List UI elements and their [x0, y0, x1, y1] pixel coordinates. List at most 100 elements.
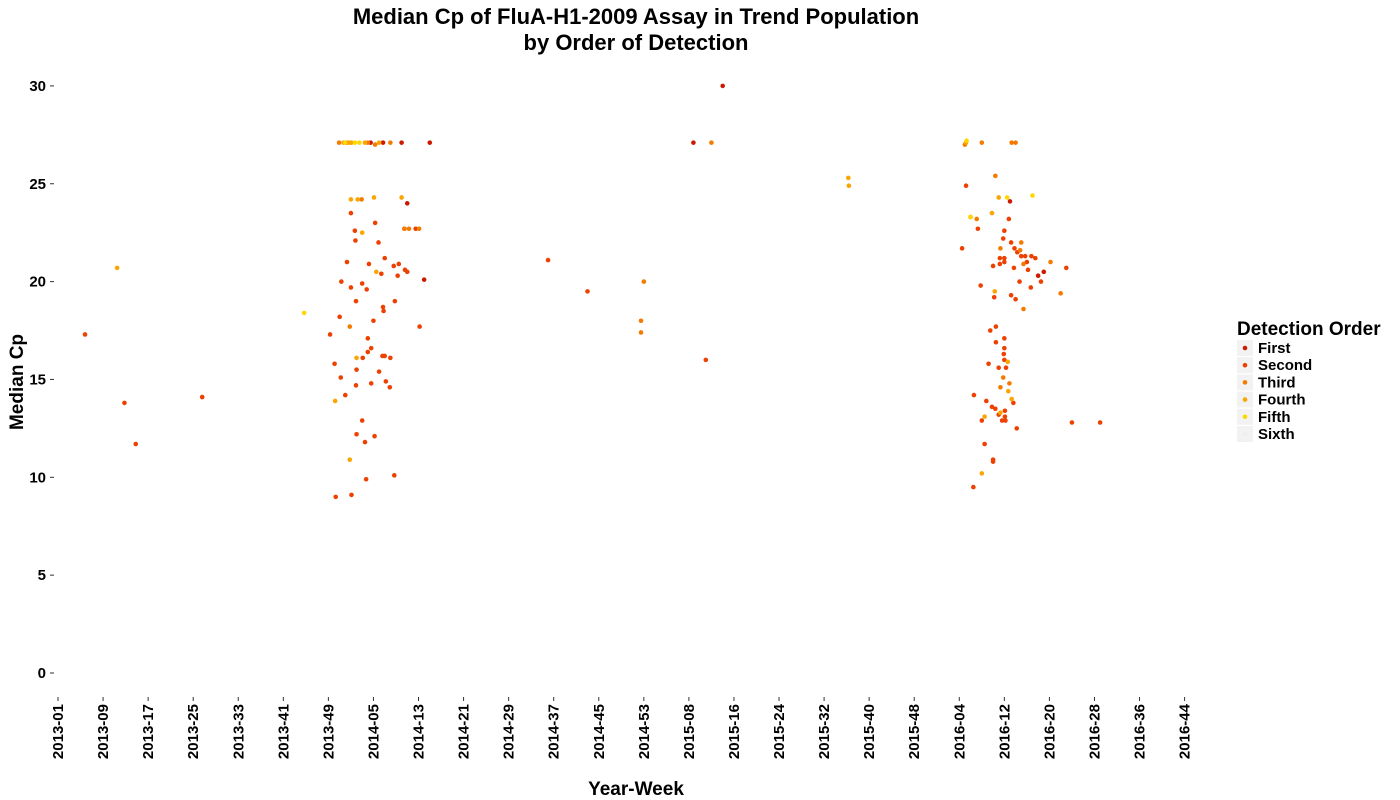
data-point [404, 269, 410, 275]
data-point [997, 261, 1003, 267]
data-point [382, 353, 388, 359]
y-axis: 0 5 10 15 20 25 30 [29, 78, 54, 682]
data-point [339, 279, 344, 284]
data-point [362, 439, 368, 445]
data-point [359, 197, 364, 202]
legend-key-symbol [1242, 397, 1248, 402]
data-point [993, 339, 999, 345]
data-point [996, 365, 1002, 371]
data-point [347, 457, 353, 462]
y-tick-label: 0 [38, 665, 46, 682]
data-point [338, 375, 344, 380]
data-point [1001, 351, 1007, 357]
data-point [382, 255, 388, 261]
legend-item-third: Third [1237, 374, 1296, 391]
plot-area [82, 83, 1103, 500]
data-point [585, 289, 590, 294]
data-point [332, 398, 338, 404]
data-point [1041, 269, 1047, 275]
data-point [1008, 292, 1014, 298]
x-tick-label: 2014-05 [365, 704, 382, 759]
data-point [368, 381, 374, 386]
data-point [1097, 420, 1103, 425]
data-point [380, 140, 386, 145]
data-point [348, 197, 354, 202]
data-point [363, 476, 369, 482]
data-point [1024, 259, 1030, 265]
legend-key-symbol [1242, 362, 1248, 368]
data-point [342, 140, 348, 145]
data-point [1021, 261, 1026, 267]
data-point [998, 246, 1003, 251]
series-third [336, 140, 1063, 390]
data-point [376, 140, 382, 145]
x-tick-label: 2014-37 [546, 704, 563, 759]
data-point [332, 361, 337, 367]
x-tick-label: 2015-32 [816, 704, 833, 759]
data-point [996, 195, 1002, 200]
data-point [353, 383, 359, 388]
data-point [388, 355, 393, 361]
data-point [421, 277, 427, 282]
data-point [979, 471, 985, 476]
y-axis-title: Median Cp [7, 334, 28, 430]
data-point [1002, 336, 1007, 341]
x-tick-label: 2016-04 [951, 703, 968, 759]
x-tick-label: 2014-21 [456, 704, 473, 759]
legend-label: Sixth [1258, 426, 1295, 443]
data-point [999, 418, 1005, 423]
data-point [348, 210, 354, 216]
x-tick-label: 2016-36 [1132, 704, 1149, 759]
data-point [388, 140, 393, 145]
data-point [337, 314, 342, 320]
x-tick-label: 2015-16 [726, 704, 743, 759]
legend: Detection Order FirstSecondThirdFourthFi… [1237, 319, 1381, 443]
data-point [709, 140, 714, 145]
x-tick-label: 2015-40 [861, 704, 878, 759]
data-point [402, 226, 407, 232]
legend-title: Detection Order [1237, 319, 1381, 340]
data-point [336, 140, 342, 145]
data-point [371, 318, 376, 324]
data-point [399, 140, 404, 145]
data-point [376, 369, 382, 374]
x-tick-label: 2016-20 [1041, 704, 1058, 759]
data-point [1038, 279, 1044, 284]
legend-label: Fifth [1258, 409, 1290, 426]
data-point [992, 289, 998, 294]
data-point [846, 175, 851, 181]
data-point [1021, 306, 1026, 312]
legend-key-symbol [1242, 345, 1248, 351]
data-point [355, 197, 360, 202]
x-tick-label: 2016-28 [1086, 704, 1103, 759]
data-point [1025, 267, 1031, 273]
x-tick-label: 2014-29 [501, 704, 518, 759]
x-tick-label: 2013-01 [50, 704, 67, 759]
data-point [1017, 279, 1022, 284]
data-point [391, 473, 397, 478]
data-point [383, 379, 389, 384]
legend-item-second: Second [1237, 357, 1312, 374]
data-point [982, 414, 987, 419]
data-point [379, 271, 384, 277]
data-point [993, 324, 999, 329]
data-point [354, 367, 359, 372]
data-point [371, 195, 377, 200]
data-point [354, 355, 359, 361]
data-point [1018, 253, 1024, 259]
data-point [301, 310, 307, 316]
data-point [362, 140, 368, 145]
data-point [372, 433, 377, 439]
data-point [372, 142, 378, 147]
data-point [1002, 228, 1007, 234]
data-point [703, 357, 709, 363]
data-point [974, 216, 980, 222]
x-tick-label: 2014-13 [411, 704, 428, 759]
data-point [82, 332, 88, 337]
x-tick-label: 2013-41 [275, 704, 292, 759]
data-point [979, 418, 985, 423]
x-tick-label: 2016-12 [996, 704, 1013, 759]
data-point [1000, 236, 1006, 241]
data-point [133, 441, 139, 447]
